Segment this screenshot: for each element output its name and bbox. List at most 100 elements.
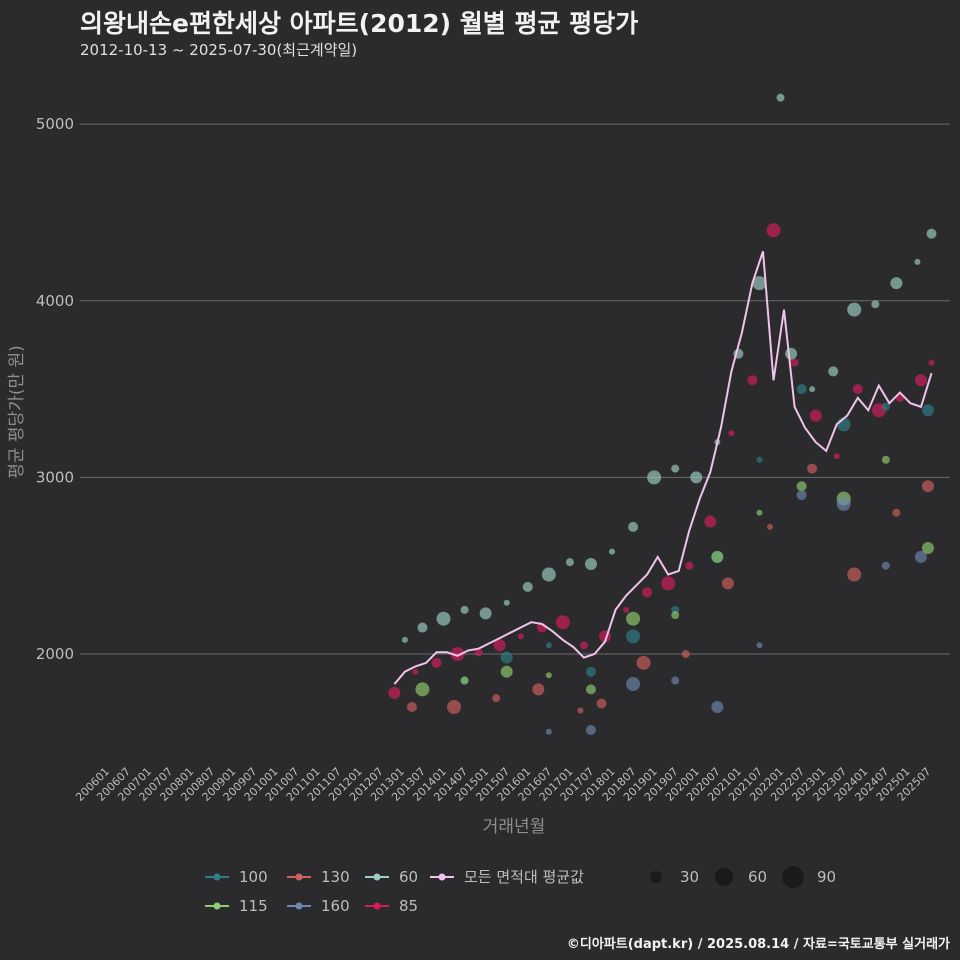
point-85 — [388, 686, 401, 699]
point-85 — [517, 633, 524, 640]
point-60 — [541, 567, 556, 582]
point-85 — [928, 359, 935, 366]
legend-label: 130 — [321, 868, 350, 886]
legend: 100 115 130 160 60 85 모든 면적대 평균값 30 60 90 — [205, 866, 836, 915]
point-85 — [914, 374, 927, 387]
y-tick-label: 2000 — [36, 645, 74, 663]
point-130 — [847, 567, 862, 582]
point-100 — [756, 456, 763, 463]
point-85 — [809, 409, 822, 422]
point-100 — [585, 666, 596, 677]
point-60 — [584, 557, 597, 570]
x-axis-title: 거래년월 — [483, 817, 546, 837]
size-legend-marker — [715, 868, 733, 886]
legend-marker — [373, 902, 381, 910]
point-60 — [460, 605, 469, 614]
chart-title: 의왕내손e편한세상 아파트(2012) 월별 평균 평당가 — [80, 9, 639, 38]
point-60 — [479, 607, 492, 620]
gridlines — [80, 123, 950, 655]
size-legend-marker — [650, 871, 662, 883]
point-85 — [704, 515, 717, 528]
y-tick-label: 3000 — [36, 468, 74, 486]
point-130 — [921, 480, 934, 493]
point-160 — [914, 550, 927, 563]
point-115 — [626, 611, 641, 626]
point-85 — [450, 647, 465, 662]
point-60 — [914, 258, 921, 265]
point-60 — [926, 228, 937, 239]
point-85 — [790, 358, 799, 367]
average-line — [393, 250, 933, 685]
point-60 — [847, 302, 862, 317]
point-100 — [881, 402, 890, 411]
point-130 — [721, 577, 734, 590]
legend-label: 160 — [321, 897, 350, 915]
point-115 — [415, 682, 430, 697]
point-85 — [555, 615, 570, 630]
point-115 — [545, 672, 552, 679]
size-legend-label: 30 — [680, 868, 699, 886]
point-60 — [522, 581, 533, 592]
point-60 — [503, 599, 510, 606]
point-115 — [585, 684, 596, 695]
y-tick-label: 4000 — [36, 292, 74, 310]
point-85 — [431, 657, 442, 668]
point-115 — [671, 611, 680, 620]
chart-subtitle: 2012-10-13 ~ 2025-07-30(최근계약일) — [80, 41, 358, 59]
point-100 — [921, 404, 934, 417]
point-130 — [596, 698, 607, 709]
footer-credit: ©디아파트(dapt.kr) / 2025.08.14 / 자료=국토교통부 실… — [566, 937, 950, 952]
point-160 — [836, 496, 851, 511]
point-160 — [545, 728, 552, 735]
point-130 — [447, 700, 462, 715]
legend-marker — [295, 873, 303, 881]
point-160 — [671, 676, 680, 685]
point-60 — [609, 548, 616, 555]
point-130 — [636, 655, 651, 670]
point-100 — [500, 651, 513, 664]
point-60 — [436, 611, 451, 626]
y-tick-labels: 2000 3000 4000 5000 — [36, 115, 74, 663]
point-100 — [796, 384, 807, 395]
point-60 — [565, 558, 574, 567]
point-115 — [881, 455, 890, 464]
point-85 — [747, 375, 758, 386]
point-115 — [460, 676, 469, 685]
point-160 — [711, 701, 724, 714]
point-160 — [626, 677, 641, 692]
point-160 — [585, 724, 596, 735]
point-100 — [545, 642, 552, 649]
point-60 — [785, 347, 798, 360]
point-115 — [921, 542, 934, 555]
point-115 — [756, 509, 763, 516]
point-60 — [647, 470, 662, 485]
legend-label: 모든 면적대 평균값 — [464, 868, 584, 886]
y-tick-label: 5000 — [36, 115, 74, 133]
point-160 — [881, 561, 890, 570]
point-85 — [642, 587, 653, 598]
point-85 — [728, 430, 735, 437]
point-100 — [626, 629, 641, 644]
point-60 — [671, 464, 680, 473]
point-60 — [809, 386, 816, 393]
point-85 — [412, 668, 419, 675]
point-60 — [628, 521, 639, 532]
point-60 — [752, 276, 767, 291]
legend-label: 60 — [399, 868, 418, 886]
point-115 — [796, 481, 807, 492]
point-85 — [623, 606, 630, 613]
point-160 — [796, 490, 807, 501]
point-115 — [500, 665, 513, 678]
point-85 — [685, 561, 694, 570]
point-85 — [493, 639, 506, 652]
legend-label: 100 — [239, 868, 268, 886]
point-60 — [401, 636, 408, 643]
point-115 — [711, 550, 724, 563]
point-85 — [852, 384, 863, 395]
legend-marker — [438, 873, 446, 881]
point-160 — [756, 642, 763, 649]
legend-marker — [213, 873, 221, 881]
y-axis-title: 평균 평당가(만 원) — [7, 345, 27, 479]
point-85 — [766, 223, 781, 238]
